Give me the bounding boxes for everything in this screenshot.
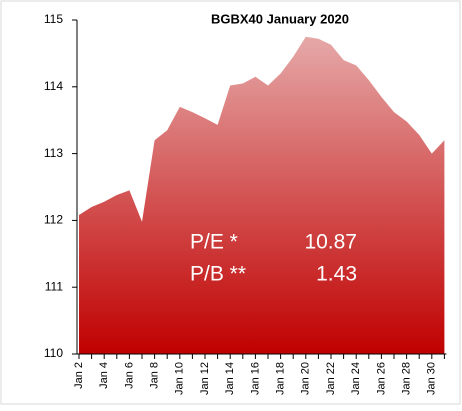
x-tick-label: Jan 12 xyxy=(199,362,211,395)
x-tick-label: Jan 6 xyxy=(123,362,135,389)
x-tick-label: Jan 28 xyxy=(401,362,413,395)
x-tick-label: Jan 22 xyxy=(325,362,337,395)
chart-title: BGBX40 January 2020 xyxy=(211,11,349,26)
annotation: P/B ** xyxy=(190,263,246,286)
y-tick-label: 114 xyxy=(44,79,63,93)
x-tick-label: Jan 18 xyxy=(275,362,287,395)
annotation: P/E * xyxy=(190,231,238,254)
y-tick-label: 110 xyxy=(44,346,63,360)
y-tick-label: 111 xyxy=(45,279,64,293)
x-tick-label: Jan 14 xyxy=(224,362,236,395)
annotation: 10.87 xyxy=(304,231,357,254)
x-tick-label: Jan 30 xyxy=(426,362,438,395)
x-tick-label: Jan 8 xyxy=(149,362,161,389)
y-tick-label: 112 xyxy=(44,213,63,227)
annotation: 1.43 xyxy=(316,263,357,286)
y-tick-label: 113 xyxy=(44,146,63,160)
x-tick-label: Jan 26 xyxy=(375,362,387,395)
x-tick-label: Jan 4 xyxy=(98,362,110,389)
x-tick-label: Jan 2 xyxy=(73,362,85,389)
x-tick-label: Jan 20 xyxy=(300,362,312,395)
x-tick-label: Jan 16 xyxy=(249,362,261,395)
y-tick-label: 115 xyxy=(44,12,63,26)
area xyxy=(79,36,445,354)
x-tick-label: Jan 10 xyxy=(174,362,186,395)
x-tick-label: Jan 24 xyxy=(350,362,362,395)
